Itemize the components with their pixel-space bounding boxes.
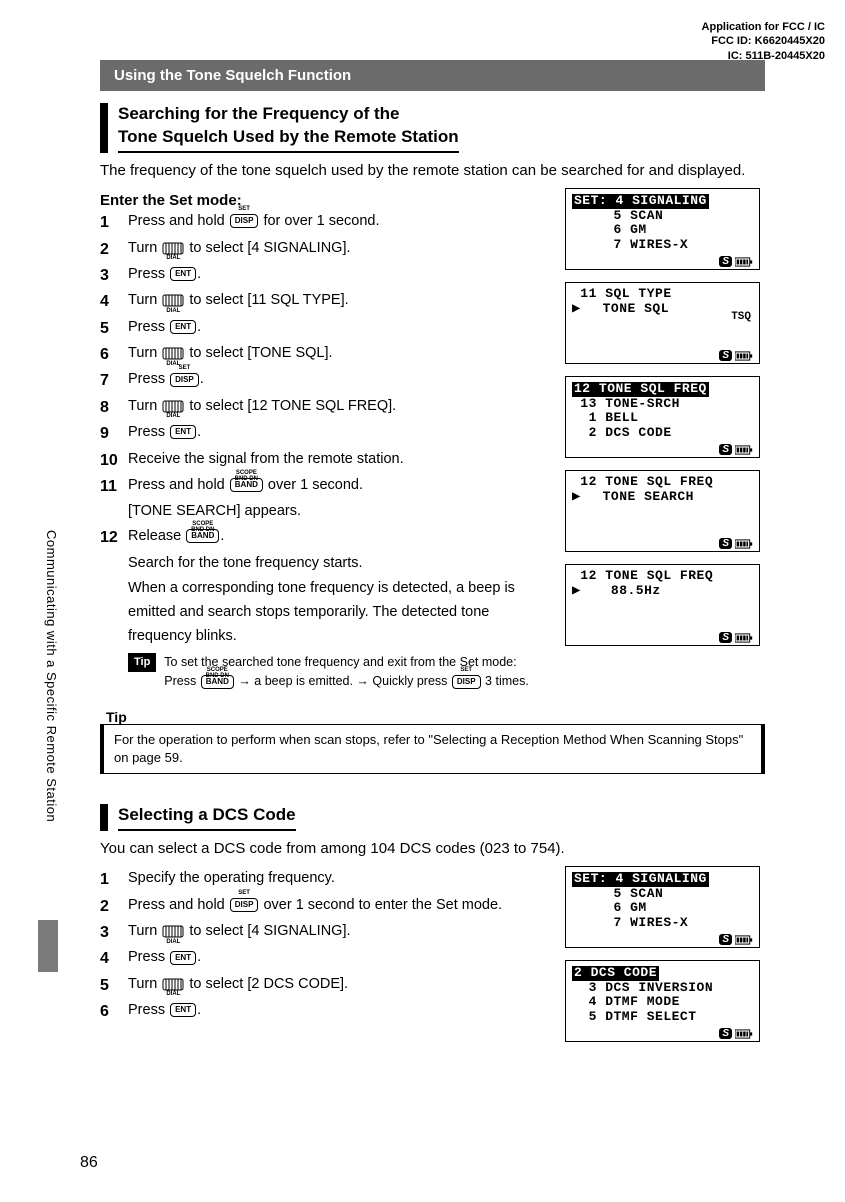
page-number: 86 [80, 1154, 98, 1172]
subsection-1-title: Searching for the Frequency of the Tone … [100, 103, 459, 153]
tip-badge: Tip [128, 653, 156, 672]
lcd-screen-3: 12 TONE SQL FREQ 13 TONE-SRCH 1 BELL 2 D… [565, 376, 760, 458]
steps-list-2: Specify the operating frequency.Press an… [100, 866, 551, 1023]
lcd-screen-1: SET: 4 SIGNALING 5 SCAN 6 GM 7 WIRES-XS [565, 188, 760, 270]
doc-header: Application for FCC / IC FCC ID: K662044… [702, 20, 825, 63]
tip-box: For the operation to perform when scan s… [100, 724, 765, 774]
disp-key: SETDISP [170, 373, 199, 387]
band-key: SCOPE BND DNBAND [186, 529, 219, 543]
ent-key: ENT [170, 425, 196, 439]
lcd-screen-7: 2 DCS CODE 3 DCS INVERSION 4 DTMF MODE 5… [565, 960, 760, 1042]
dial-icon: DIAL [162, 923, 184, 939]
disp-key: SETDISP [230, 214, 259, 228]
enter-set-mode-label: Enter the Set mode: [100, 192, 551, 209]
step-item: Turn DIAL to select [2 DCS CODE]. [100, 972, 551, 997]
section-title-bar: Using the Tone Squelch Function [100, 60, 765, 91]
ent-key: ENT [170, 1003, 196, 1017]
subsection-1-title-line2: Tone Squelch Used by the Remote Station [118, 126, 459, 153]
ent-key: ENT [170, 320, 196, 334]
lcd-column-2: SET: 4 SIGNALING 5 SCAN 6 GM 7 WIRES-XS 2… [565, 866, 765, 1054]
steps-list-1: Press and hold SETDISP for over 1 second… [100, 209, 551, 691]
lcd-screen-5: 12 TONE SQL FREQ▶ 88.5HzS [565, 564, 760, 646]
step-item: Press ENT. [100, 262, 551, 287]
side-tab [38, 920, 58, 972]
lcd-screen-4: 12 TONE SQL FREQ▶ TONE SEARCHS [565, 470, 760, 552]
subsection-1-title-line1: Searching for the Frequency of the [118, 104, 400, 123]
sub2-intro: You can select a DCS code from among 104… [100, 837, 765, 860]
band-key: SCOPE BND DNBAND [230, 478, 263, 492]
band-key: SCOPE BND DNBAND [201, 675, 234, 689]
step-item: Turn DIAL to select [12 TONE SQL FREQ]. [100, 394, 551, 419]
tip-box-label: Tip [106, 709, 765, 725]
step-item: Press and hold SETDISP over 1 second to … [100, 893, 551, 918]
header-line2: FCC ID: K6620445X20 [702, 34, 825, 48]
dial-icon: DIAL [162, 345, 184, 361]
step-item: Press and hold SETDISP for over 1 second… [100, 209, 551, 234]
step-item: Press ENT. [100, 945, 551, 970]
tip-box-wrap: Tip For the operation to perform when sc… [100, 709, 765, 774]
dial-icon: DIAL [162, 240, 184, 256]
side-chapter-text: Communicating with a Specific Remote Sta… [44, 530, 59, 822]
dial-icon: DIAL [162, 292, 184, 308]
step-item: Press ENT. [100, 998, 551, 1023]
step-item: Press ENT. [100, 315, 551, 340]
header-line3: IC: 511B-20445X20 [702, 49, 825, 63]
step-item: Turn DIAL to select [TONE SQL]. [100, 341, 551, 366]
dial-icon: DIAL [162, 976, 184, 992]
step-item: Turn DIAL to select [4 SIGNALING]. [100, 236, 551, 261]
step-item: Turn DIAL to select [4 SIGNALING]. [100, 919, 551, 944]
ent-key: ENT [170, 267, 196, 281]
disp-key: SETDISP [452, 675, 481, 689]
step-item: Turn DIAL to select [11 SQL TYPE]. [100, 288, 551, 313]
subsection-2-title: Selecting a DCS Code [100, 804, 296, 831]
lcd-column-1: SET: 4 SIGNALING 5 SCAN 6 GM 7 WIRES-XS … [565, 188, 765, 691]
step-item: Press SETDISP. [100, 367, 551, 392]
ent-key: ENT [170, 951, 196, 965]
step-note: Search for the tone frequency starts. [128, 552, 551, 576]
dial-icon: DIAL [162, 398, 184, 414]
tip-inline: TipTo set the searched tone frequency an… [128, 653, 551, 691]
sub1-intro: The frequency of the tone squelch used b… [100, 159, 765, 182]
step-item: Release SCOPE BND DNBAND. [100, 524, 551, 549]
header-line1: Application for FCC / IC [702, 20, 825, 34]
lcd-screen-2: 11 SQL TYPE▶ TONE SQLTSQS [565, 282, 760, 364]
step-item: Specify the operating frequency. [100, 866, 551, 891]
step-item: Press ENT. [100, 420, 551, 445]
subsection-2-title-text: Selecting a DCS Code [118, 804, 296, 831]
step-item: Press and hold SCOPE BND DNBAND over 1 s… [100, 473, 551, 498]
disp-key: SETDISP [230, 898, 259, 912]
step-note: When a corresponding tone frequency is d… [128, 577, 551, 649]
lcd-screen-6: SET: 4 SIGNALING 5 SCAN 6 GM 7 WIRES-XS [565, 866, 760, 948]
step-item: Receive the signal from the remote stati… [100, 447, 551, 472]
